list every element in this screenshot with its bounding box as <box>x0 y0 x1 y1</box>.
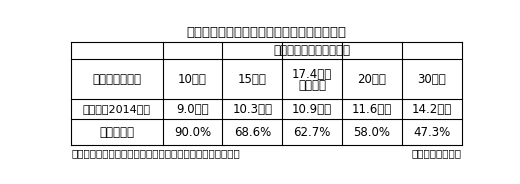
Text: 14.2万円: 14.2万円 <box>412 103 452 116</box>
Text: 30万円: 30万円 <box>418 72 446 86</box>
Text: 賃金水準（一人あたり）: 賃金水準（一人あたり） <box>274 44 350 57</box>
Text: 68.6%: 68.6% <box>234 126 271 139</box>
Text: 15万円: 15万円 <box>238 72 267 86</box>
Text: 年金月額2014水準: 年金月額2014水準 <box>83 104 151 114</box>
Text: 9.0万円: 9.0万円 <box>176 103 209 116</box>
Text: 10.3万円: 10.3万円 <box>232 103 272 116</box>
Text: 夫のみ就労世帯: 夫のみ就労世帯 <box>93 72 141 86</box>
Text: 10万円: 10万円 <box>178 72 207 86</box>
Text: 注）モデル世帯の場合には、賃金・年金月額とも倍となる。: 注）モデル世帯の場合には、賃金・年金月額とも倍となる。 <box>71 148 240 158</box>
Text: 出所：厚生労働省: 出所：厚生労働省 <box>412 148 462 158</box>
Text: 62.7%: 62.7% <box>293 126 331 139</box>
Text: 90.0%: 90.0% <box>174 126 211 139</box>
Text: 47.3%: 47.3% <box>413 126 450 139</box>
Text: 図表：賃金水準ごとの年金月額と所得代替率: 図表：賃金水準ごとの年金月額と所得代替率 <box>187 26 346 39</box>
Text: 11.6万円: 11.6万円 <box>352 103 392 116</box>
Text: 所得代替率: 所得代替率 <box>99 126 135 139</box>
Text: （平均）: （平均） <box>298 79 326 92</box>
Text: 58.0%: 58.0% <box>354 126 391 139</box>
Text: 10.9万円: 10.9万円 <box>292 103 332 116</box>
Text: 17.4万円: 17.4万円 <box>292 68 332 81</box>
Text: 20万円: 20万円 <box>358 72 386 86</box>
